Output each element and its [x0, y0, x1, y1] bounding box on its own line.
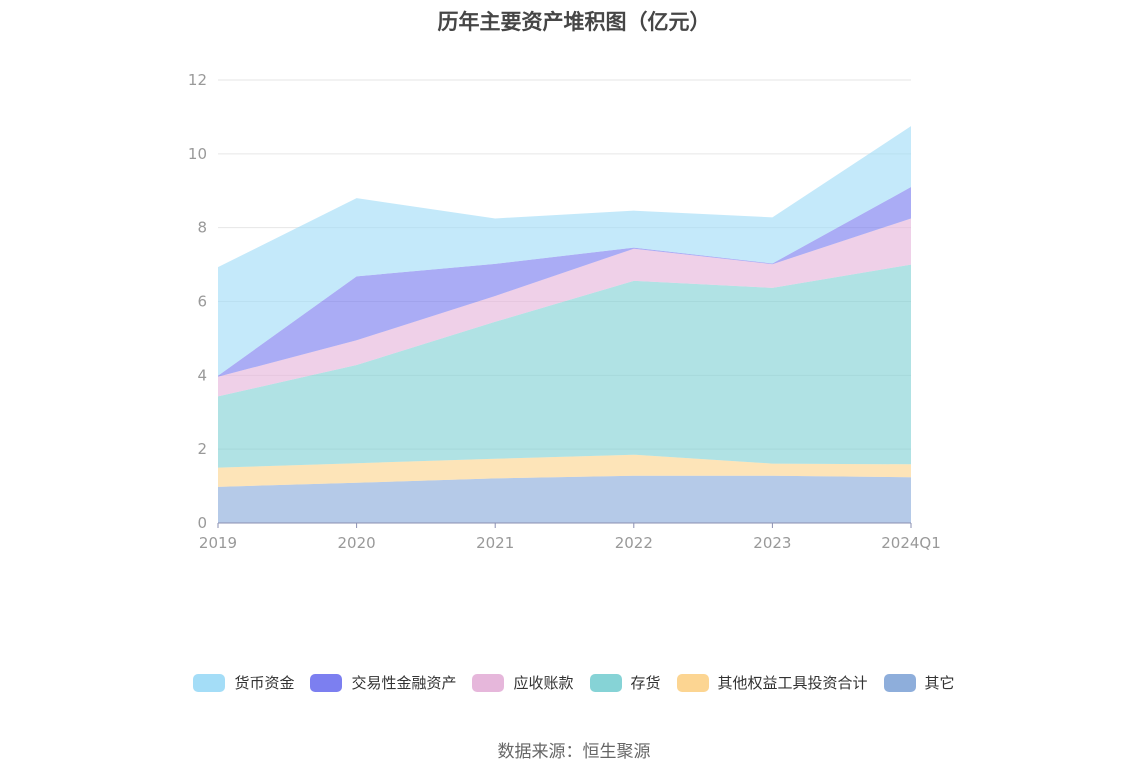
stacked-area-chart: 0 2 4 6 8 10 12 2019 2020 2021 2022 2023 2024Q1: [188, 71, 941, 552]
y-tick-label: 10: [188, 145, 207, 163]
x-tick-label: 2022: [615, 534, 653, 552]
legend-item[interactable]: 其他权益工具投资合计: [676, 672, 868, 693]
y-tick-label: 8: [197, 219, 207, 237]
legend-item[interactable]: 其它: [883, 672, 955, 693]
x-tick-label: 2019: [199, 534, 237, 552]
chart-legend: 货币资金 交易性金融资产 应收账款 存货 其他权益工具投资合计 其它: [0, 672, 1148, 693]
legend-item[interactable]: 存货: [589, 672, 661, 693]
area-series: [218, 264, 911, 468]
y-tick-label: 12: [188, 71, 207, 89]
y-tick-label: 4: [197, 366, 207, 384]
legend-item[interactable]: 货币资金: [193, 672, 294, 693]
legend-swatch: [472, 673, 505, 692]
legend-swatch: [676, 673, 709, 692]
x-tick-label: 2023: [753, 534, 791, 552]
legend-swatch: [589, 673, 622, 692]
legend-label: 其它: [924, 674, 955, 692]
legend-item[interactable]: 交易性金融资产: [310, 672, 456, 693]
legend-swatch: [310, 673, 343, 692]
x-tick-label: 2020: [338, 534, 376, 552]
area-series: [218, 218, 911, 397]
x-tick-label: 2024Q1: [881, 534, 941, 552]
legend-label: 货币资金: [234, 674, 295, 692]
y-tick-label: 0: [197, 514, 207, 532]
legend-label: 交易性金融资产: [351, 674, 457, 692]
area-series: [218, 475, 911, 523]
chart-title: 历年主要资产堆积图（亿元）: [437, 10, 711, 34]
data-source: 数据来源：恒生聚源: [497, 742, 651, 762]
legend-label: 其他权益工具投资合计: [717, 674, 868, 692]
y-tick-label: 2: [197, 440, 207, 458]
area-series: [218, 126, 911, 376]
area-series: [218, 187, 911, 377]
legend-label: 应收账款: [513, 674, 574, 692]
legend-item[interactable]: 应收账款: [472, 672, 574, 693]
legend-swatch: [193, 673, 226, 692]
y-tick-label: 6: [197, 293, 207, 311]
x-tick-label: 2021: [476, 534, 514, 552]
area-series: [218, 454, 911, 487]
legend-label: 存货: [630, 674, 661, 692]
legend-swatch: [883, 673, 916, 692]
